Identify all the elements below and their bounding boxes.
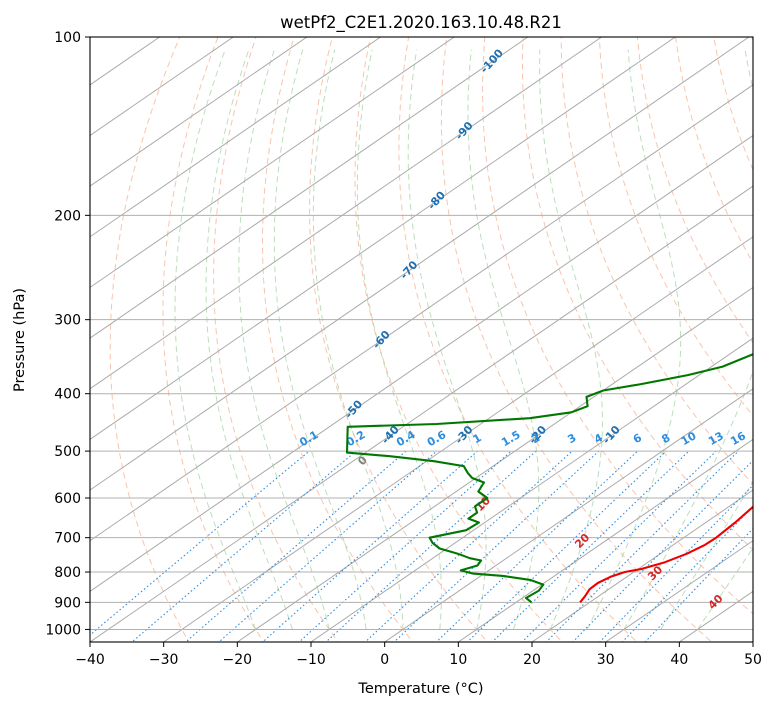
- isotherm-line: [90, 134, 753, 592]
- dry-adiabat-line: [440, 37, 713, 642]
- isotherm-line: [237, 286, 753, 642]
- chart-title: wetPf2_C2E1.2020.163.10.48.R21: [280, 13, 562, 33]
- y-tick-label: 400: [54, 387, 81, 403]
- x-tick-label: 30: [597, 652, 615, 668]
- x-tick-label: 0: [380, 652, 389, 668]
- x-tick-label: 40: [670, 652, 688, 668]
- x-tick-label: −30: [149, 652, 179, 668]
- isotherm-line: [384, 388, 753, 642]
- x-tick-label: −10: [296, 652, 326, 668]
- dry-adiabat-line: [261, 37, 414, 642]
- isotherm-line: [90, 185, 753, 642]
- moist-adiabat-line: [623, 49, 753, 630]
- isotherm-line: [163, 236, 753, 642]
- y-tick-label: 200: [54, 208, 81, 224]
- isotherm-line: [90, 84, 753, 542]
- moist-adiabat-line: [467, 49, 540, 630]
- plot-frame: [89, 36, 754, 643]
- dewpoint-profile-line: [345, 353, 753, 604]
- dry-adiabat-line: [560, 37, 753, 485]
- x-tick-label: −20: [223, 652, 253, 668]
- dry-adiabat-line: [109, 37, 190, 642]
- isotherm-line: [90, 37, 308, 187]
- moist-adiabat-line: [356, 49, 442, 630]
- moist-adiabat-line: [697, 547, 753, 630]
- moist-adiabat-line: [273, 49, 367, 630]
- moist-adiabat-line: [312, 49, 404, 630]
- isotherm-line: [605, 540, 753, 642]
- moist-adiabat-line: [407, 49, 487, 630]
- moist-adiabat-line: [174, 49, 257, 630]
- isotherm-line: [90, 37, 676, 441]
- y-tick-label: 800: [54, 565, 81, 581]
- x-tick-label: 20: [523, 652, 541, 668]
- dry-adiabat-line: [398, 37, 638, 642]
- isotherm-line: [90, 37, 381, 238]
- moist-adiabat-line: [586, 49, 682, 630]
- moist-adiabat-line: [205, 49, 293, 630]
- isotherm-line: [531, 489, 753, 642]
- x-axis: −40 −30 −20 −10 0 10 20 30 40 50: [75, 642, 762, 668]
- isotherm-line: [90, 37, 529, 339]
- dry-adiabat-line: [636, 37, 753, 344]
- y-axis-title: Pressure (hPa): [12, 288, 28, 392]
- isotherm-line: [310, 337, 753, 642]
- y-tick-label: 300: [54, 313, 81, 329]
- isotherm-line: [90, 37, 602, 390]
- moist-adiabat-line: [539, 49, 603, 630]
- isotherm-line: [90, 37, 455, 289]
- y-tick-label: 500: [54, 444, 81, 460]
- x-axis-title: Temperature (°C): [357, 681, 483, 697]
- x-tick-label: −40: [75, 652, 105, 668]
- y-tick-label: 700: [54, 531, 81, 547]
- y-tick-label: 600: [54, 491, 81, 507]
- temperature-profile-line: [579, 505, 753, 603]
- x-tick-label: 10: [449, 652, 467, 668]
- x-tick-label: 50: [744, 652, 762, 668]
- moist-adiabat-line: [238, 49, 330, 630]
- isotherm-line: [90, 37, 750, 491]
- pressure-gridlines: [90, 37, 753, 630]
- isotherm-line: [458, 438, 753, 642]
- y-tick-label: 1000: [45, 622, 81, 638]
- y-axis: 100 200 300 400 500 600 700 800 900 1000: [45, 30, 90, 638]
- profile-series: [345, 353, 753, 604]
- y-tick-label: 900: [54, 595, 81, 611]
- y-tick-label: 100: [54, 30, 81, 46]
